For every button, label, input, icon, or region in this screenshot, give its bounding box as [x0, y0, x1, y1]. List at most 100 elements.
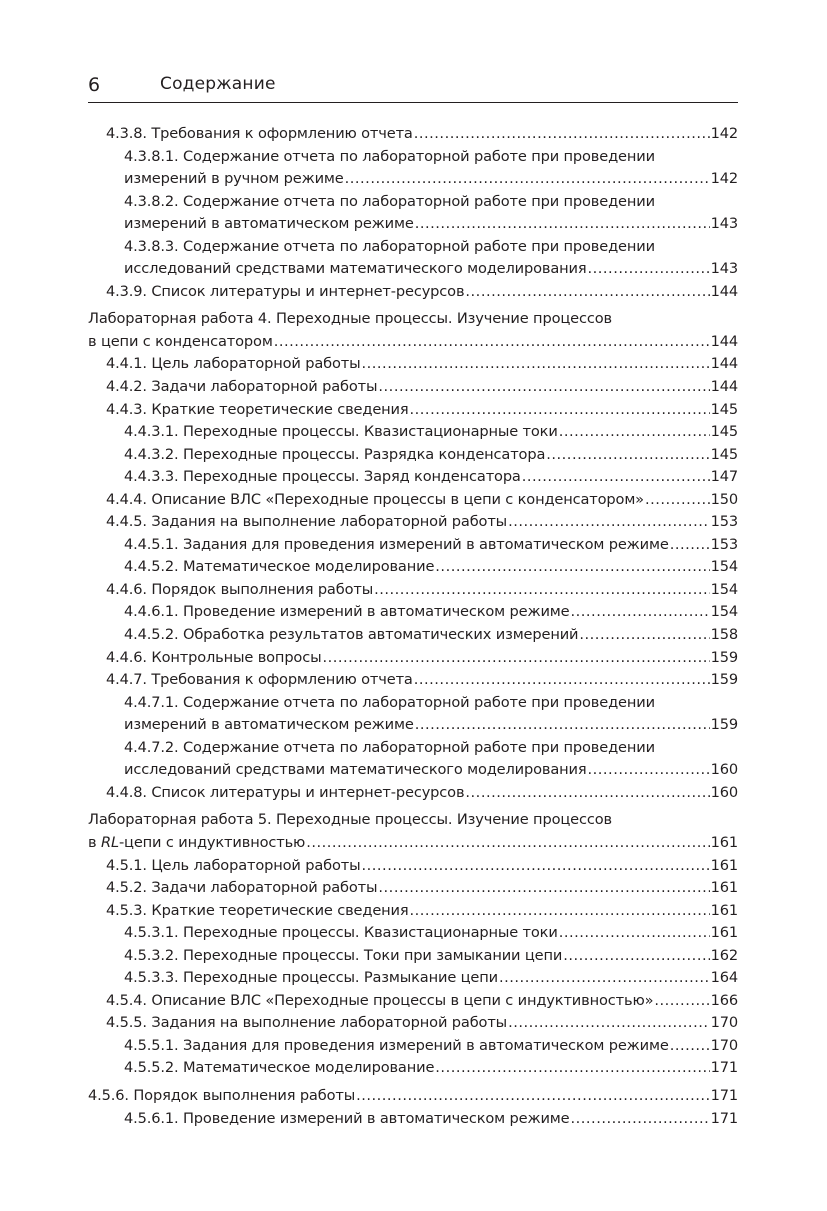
- toc-entry[interactable]: 4.4.7.2. Содержание отчета по лабораторн…: [88, 737, 738, 782]
- toc-entry-title: 4.5.3.1. Переходные процессы. Квазистаци…: [124, 924, 558, 942]
- toc-entry-title: 4.5.5. Задания на выполнение лабораторно…: [106, 1014, 508, 1032]
- toc-entry-last-line: в RL-цепи с индуктивностью 161: [88, 832, 738, 855]
- dot-leader: [571, 1108, 710, 1131]
- toc-entry[interactable]: 4.4.5.1. Задания для проведения измерени…: [88, 534, 738, 557]
- dot-leader: [579, 624, 709, 647]
- toc-page-number: 144: [710, 378, 738, 396]
- toc-entry-title: измерений в автоматическом режиме: [124, 215, 414, 233]
- toc-entry[interactable]: 4.5.3.2. Переходные процессы. Токи при з…: [88, 945, 738, 968]
- toc-entry[interactable]: 4.5.3.1. Переходные процессы. Квазистаци…: [88, 922, 738, 945]
- toc-page-number: 145: [710, 445, 738, 463]
- toc-entry-last-line: исследований средствами математического …: [124, 759, 738, 782]
- toc-page-number: 159: [710, 716, 738, 734]
- toc-entry-title: 4.3.9. Список литературы и интернет-ресу…: [106, 282, 465, 300]
- toc-entry[interactable]: 4.4.3.2. Переходные процессы. Разрядка к…: [88, 444, 738, 467]
- toc-entry-last-line: 4.4.3.2. Переходные процессы. Разрядка к…: [124, 444, 738, 467]
- toc-page-number: 142: [710, 125, 738, 142]
- toc-entry[interactable]: 4.5.5. Задания на выполнение лабораторно…: [88, 1012, 738, 1035]
- dot-leader: [435, 1057, 709, 1080]
- toc-entry-last-line: 4.4.3.1. Переходные процессы. Квазистаци…: [124, 421, 738, 444]
- dot-leader: [414, 123, 710, 146]
- toc-entry[interactable]: 4.4.7. Требования к оформлению отчета 159: [88, 669, 738, 692]
- toc-entry[interactable]: 4.4.8. Список литературы и интернет-ресу…: [88, 782, 738, 805]
- dot-leader: [670, 534, 710, 557]
- toc-page-number: 143: [710, 260, 738, 278]
- toc-entry[interactable]: 4.4.3.3. Переходные процессы. Заряд конд…: [88, 466, 738, 489]
- toc-entry[interactable]: 4.5.6.1. Проведение измерений в автомати…: [88, 1108, 738, 1131]
- toc-entry-last-line: 4.5.5.1. Задания для проведения измерени…: [124, 1035, 738, 1058]
- toc-entry-title: измерений в автоматическом режиме: [124, 716, 414, 734]
- toc-page-number: 147: [710, 468, 738, 486]
- toc-entry-title: 4.4.5.2. Обработка результатов автоматич…: [124, 626, 579, 644]
- dot-leader: [559, 421, 710, 444]
- toc-entry-last-line: 4.4.5. Задания на выполнение лабораторно…: [106, 511, 738, 534]
- dot-leader: [362, 855, 710, 878]
- dot-leader: [362, 353, 710, 376]
- toc-entry-title: 4.4.5.1. Задания для проведения измерени…: [124, 535, 669, 553]
- dot-leader: [508, 1012, 710, 1035]
- toc-entry-last-line: 4.5.4. Описание ВЛС «Переходные процессы…: [106, 990, 738, 1013]
- toc-entry[interactable]: 4.4.2. Задачи лабораторной работы 144: [88, 376, 738, 399]
- toc-entry[interactable]: 4.4.1. Цель лабораторной работы 144: [88, 353, 738, 376]
- toc-entry-last-line: 4.4.6.1. Проведение измерений в автомати…: [124, 601, 738, 624]
- toc-entry-last-line: измерений в ручном режиме 142: [124, 168, 738, 191]
- toc-entry[interactable]: 4.5.4. Описание ВЛС «Переходные процессы…: [88, 990, 738, 1013]
- toc-entry-title: 4.5.6. Порядок выполнения работы: [88, 1086, 356, 1104]
- toc-entry-title: 4.4.1. Цель лабораторной работы: [106, 355, 361, 373]
- toc-entry[interactable]: Лабораторная работа 4. Переходные процес…: [88, 308, 738, 353]
- toc-entry-last-line: 4.4.8. Список литературы и интернет-ресу…: [106, 782, 738, 805]
- toc-entry[interactable]: 4.5.3. Краткие теоретические сведения 16…: [88, 900, 738, 923]
- toc-entry-title: 4.4.3.2. Переходные процессы. Разрядка к…: [124, 445, 546, 463]
- toc-entry-last-line: 4.5.2. Задачи лабораторной работы 161: [106, 877, 738, 900]
- toc-entry-title: 4.4.7.1. Содержание отчета по лабораторн…: [124, 693, 655, 711]
- dot-leader: [654, 990, 709, 1013]
- dot-leader: [414, 669, 710, 692]
- toc-page-number: 144: [710, 332, 738, 350]
- toc-page-number: 160: [710, 761, 738, 779]
- running-title: Содержание: [160, 74, 276, 94]
- toc-entry[interactable]: 4.3.8.3. Содержание отчета по лабораторн…: [88, 236, 738, 281]
- toc-entry-line: 4.3.8.1. Содержание отчета по лабораторн…: [124, 146, 738, 169]
- toc-entry[interactable]: 4.4.6. Порядок выполнения работы 154: [88, 579, 738, 602]
- toc-page-number: 161: [710, 924, 738, 942]
- toc-entry[interactable]: 4.5.1. Цель лабораторной работы 161: [88, 855, 738, 878]
- toc-entry-title: 4.5.5.1. Задания для проведения измерени…: [124, 1036, 669, 1054]
- toc-entry[interactable]: 4.5.5.2. Математическое моделирование 171: [88, 1057, 738, 1080]
- toc-entry[interactable]: 4.4.6. Контрольные вопросы 159: [88, 647, 738, 670]
- toc-entry[interactable]: 4.3.8. Требования к оформлению отчета 142: [88, 123, 738, 146]
- toc-entry[interactable]: 4.5.6. Порядок выполнения работы 171: [88, 1085, 738, 1108]
- toc-entry-last-line: 4.4.5.1. Задания для проведения измерени…: [124, 534, 738, 557]
- running-header: 6 Содержание: [88, 70, 738, 103]
- toc-entry-last-line: 4.5.3.1. Переходные процессы. Квазистаци…: [124, 922, 738, 945]
- toc-entry[interactable]: 4.4.6.1. Проведение измерений в автомати…: [88, 601, 738, 624]
- toc-entry[interactable]: 4.5.5.1. Задания для проведения измерени…: [88, 1035, 738, 1058]
- toc-entry-title: 4.3.8.2. Содержание отчета по лабораторн…: [124, 192, 655, 210]
- toc-entry[interactable]: 4.4.3. Краткие теоретические сведения 14…: [88, 399, 738, 422]
- toc-entry[interactable]: 4.4.7.1. Содержание отчета по лабораторн…: [88, 692, 738, 737]
- dot-leader: [571, 601, 710, 624]
- toc-entry[interactable]: 4.5.3.3. Переходные процессы. Размыкание…: [88, 967, 738, 990]
- toc-page-number: 142: [710, 170, 738, 188]
- toc-entry[interactable]: 4.3.9. Список литературы и интернет-ресу…: [88, 281, 738, 304]
- toc-entry-title: 4.4.3. Краткие теоретические сведения: [106, 400, 409, 418]
- dot-leader: [499, 967, 710, 990]
- toc-entry[interactable]: 4.4.5.2. Математическое моделирование 154: [88, 556, 738, 579]
- toc-entry[interactable]: Лабораторная работа 5. Переходные процес…: [88, 809, 738, 854]
- toc-entry[interactable]: 4.4.5. Задания на выполнение лабораторно…: [88, 511, 738, 534]
- toc-entry-last-line: 4.4.2. Задачи лабораторной работы 144: [106, 376, 738, 399]
- toc-entry-title: 4.5.1. Цель лабораторной работы: [106, 856, 361, 874]
- dot-leader: [546, 444, 709, 467]
- toc-entry[interactable]: 4.4.5.2. Обработка результатов автоматич…: [88, 624, 738, 647]
- toc-entry-title: 4.4.5. Задания на выполнение лабораторно…: [106, 513, 508, 531]
- dot-leader: [588, 759, 710, 782]
- toc-entry-title: 4.5.3. Краткие теоретические сведения: [106, 901, 409, 919]
- toc-entry[interactable]: 4.4.3.1. Переходные процессы. Квазистаци…: [88, 421, 738, 444]
- toc-entry[interactable]: 4.3.8.2. Содержание отчета по лабораторн…: [88, 191, 738, 236]
- toc-entry-title: 4.5.2. Задачи лабораторной работы: [106, 879, 378, 897]
- toc-page-number: 154: [710, 558, 738, 576]
- toc-entry[interactable]: 4.5.2. Задачи лабораторной работы 161: [88, 877, 738, 900]
- toc-entry-line: Лабораторная работа 5. Переходные процес…: [88, 809, 738, 832]
- toc-entry[interactable]: 4.4.4. Описание ВЛС «Переходные процессы…: [88, 489, 738, 512]
- toc-entry[interactable]: 4.3.8.1. Содержание отчета по лабораторн…: [88, 146, 738, 191]
- toc-entry-last-line: 4.5.3.3. Переходные процессы. Размыкание…: [124, 967, 738, 990]
